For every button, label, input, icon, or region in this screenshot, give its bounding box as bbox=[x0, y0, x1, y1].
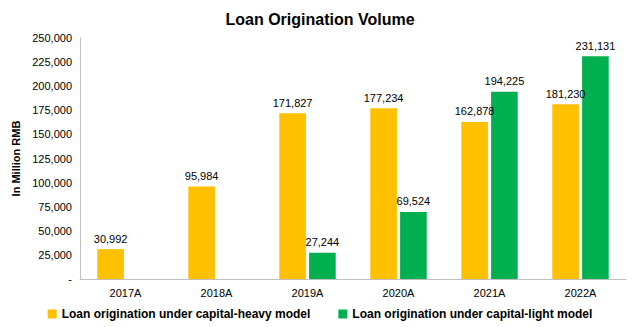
svg-text:95,984: 95,984 bbox=[185, 170, 219, 182]
svg-text:2017A: 2017A bbox=[110, 287, 142, 299]
svg-text:2020A: 2020A bbox=[383, 287, 415, 299]
svg-text:25,000: 25,000 bbox=[38, 249, 72, 261]
svg-text:194,225: 194,225 bbox=[485, 75, 525, 87]
svg-text:231,131: 231,131 bbox=[576, 40, 616, 52]
svg-text:2018A: 2018A bbox=[201, 287, 233, 299]
svg-text:177,234: 177,234 bbox=[364, 92, 404, 104]
svg-text:50,000: 50,000 bbox=[38, 225, 72, 237]
svg-text:225,000: 225,000 bbox=[32, 56, 72, 68]
svg-text:30,992: 30,992 bbox=[94, 233, 128, 245]
svg-text:150,000: 150,000 bbox=[32, 128, 72, 140]
svg-text:69,524: 69,524 bbox=[397, 195, 431, 207]
svg-text:2021A: 2021A bbox=[474, 287, 506, 299]
svg-text:250,000: 250,000 bbox=[32, 32, 72, 44]
svg-text:162,878: 162,878 bbox=[455, 105, 495, 117]
svg-text:2022A: 2022A bbox=[565, 287, 597, 299]
svg-text:75,000: 75,000 bbox=[38, 201, 72, 213]
svg-text:Loan Origination Volume: Loan Origination Volume bbox=[225, 11, 414, 28]
svg-text:In Million RMB: In Million RMB bbox=[10, 121, 22, 197]
svg-text:175,000: 175,000 bbox=[32, 104, 72, 116]
svg-text:-: - bbox=[68, 273, 72, 285]
svg-text:27,244: 27,244 bbox=[306, 236, 340, 248]
svg-text:2019A: 2019A bbox=[292, 287, 324, 299]
svg-text:Loan origination under capital: Loan origination under capital-heavy mod… bbox=[62, 307, 311, 321]
svg-text:100,000: 100,000 bbox=[32, 177, 72, 189]
svg-text:125,000: 125,000 bbox=[32, 153, 72, 165]
svg-text:181,230: 181,230 bbox=[546, 88, 586, 100]
svg-text:200,000: 200,000 bbox=[32, 80, 72, 92]
svg-text:Loan origination under capital: Loan origination under capital-light mod… bbox=[352, 307, 592, 321]
svg-text:171,827: 171,827 bbox=[273, 97, 313, 109]
